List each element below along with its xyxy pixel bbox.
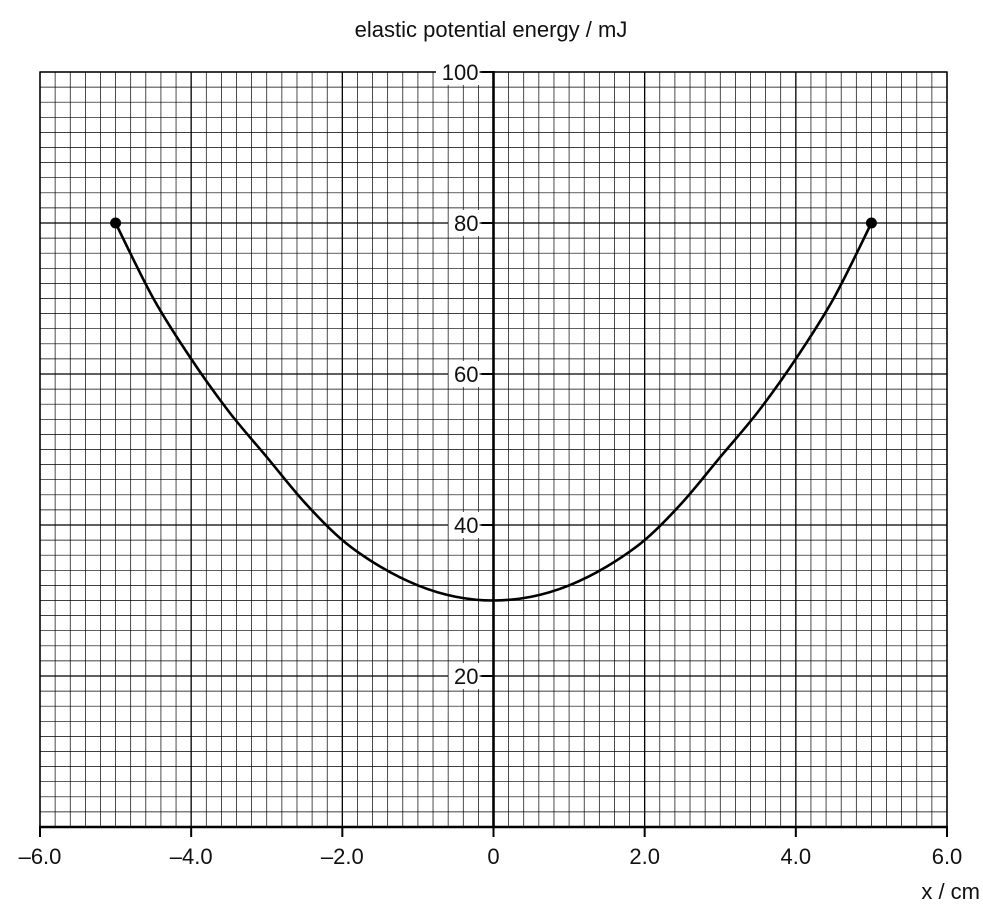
y-tick-label-bg (448, 210, 480, 236)
y-tick-label: 60 (454, 362, 478, 387)
data-point (110, 217, 122, 229)
x-tick-label: 0 (487, 844, 499, 869)
y-tick-label: 20 (454, 664, 478, 689)
x-tick-label: –4.0 (170, 844, 213, 869)
tick-labels: –6.0 –4.0 –2.0 0 2.0 4.0 6.0 20 40 60 80 100 (19, 59, 963, 869)
y-tick-label-bg (448, 663, 480, 689)
y-tick-label-bg (436, 59, 480, 85)
x-tick-label: –6.0 (19, 844, 62, 869)
y-tick-label: 40 (454, 513, 478, 538)
energy-curve-series-0 (114, 222, 873, 602)
x-tick-label: 4.0 (781, 844, 812, 869)
x-tick-label: –2.0 (321, 844, 364, 869)
x-axis-title: x / cm (921, 879, 980, 904)
x-tick-label: 2.0 (629, 844, 660, 869)
x-tick-label: 6.0 (932, 844, 963, 869)
y-tick-label-bg (448, 512, 480, 538)
y-tick-label: 100 (442, 60, 479, 85)
data-point (865, 217, 877, 229)
y-axis-title: elastic potential energy / mJ (355, 17, 628, 42)
y-tick-label-bg (448, 361, 480, 387)
y-tick-label: 80 (454, 211, 478, 236)
axes (39, 71, 948, 837)
curve-layer (110, 217, 877, 602)
